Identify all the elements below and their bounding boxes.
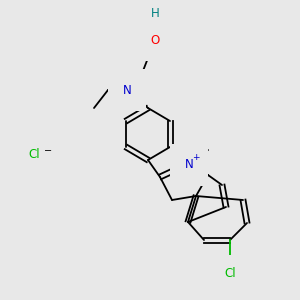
Text: O: O xyxy=(150,34,160,46)
Text: N: N xyxy=(123,83,131,97)
Text: +: + xyxy=(192,154,200,163)
Text: N: N xyxy=(184,158,194,172)
Text: −: − xyxy=(44,146,52,156)
Text: Cl: Cl xyxy=(224,267,236,280)
Text: H: H xyxy=(151,7,159,20)
Text: Cl: Cl xyxy=(28,148,40,161)
